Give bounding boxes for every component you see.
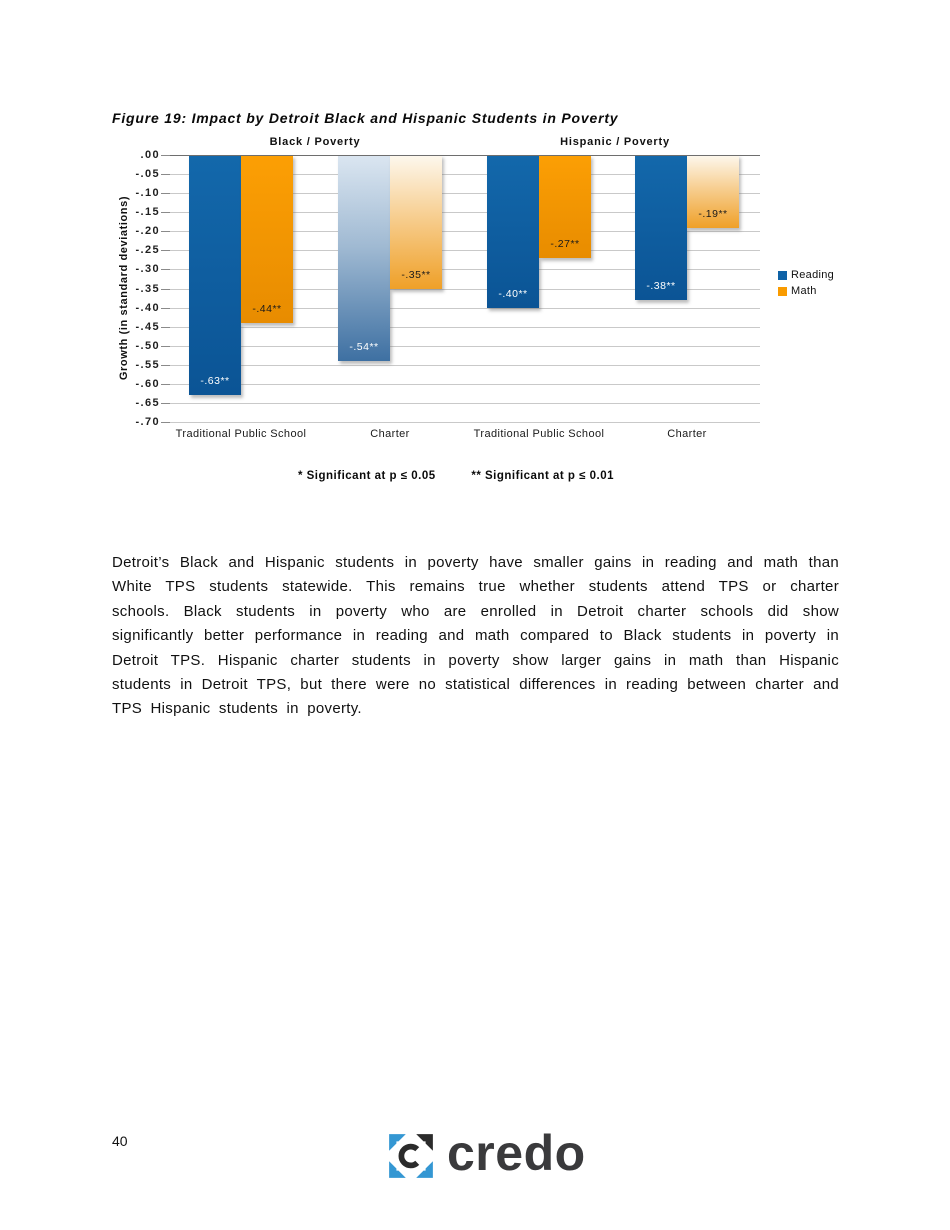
y-tick-mark [161,288,170,290]
legend-item-math: Math [778,285,834,297]
bar-reading-2: -.40** [487,155,539,308]
bar-math-2: -.27** [539,155,591,258]
body-paragraph: Detroit’s Black and Hispanic students in… [112,554,839,718]
plot-area: -.63** -.54** -.40** -.38** -.44** -.35** -.27… [161,155,760,423]
y-tick-mark [161,307,170,309]
gridline [170,326,760,328]
gridline [170,383,760,385]
gridline [170,174,760,176]
bar-value-label: -.27** [550,238,580,250]
legend-item-reading: Reading [778,269,834,281]
bar-value-label: -.54** [349,341,379,353]
gridline [170,345,760,347]
bar-value-label: -.38** [646,279,676,292]
y-tick-label: -.55 [135,358,160,371]
y-tick-mark [161,269,170,271]
bar-reading-0: -.63** [189,155,241,396]
bar-value-label: -.63** [200,375,230,388]
y-tick-label: -.60 [135,377,160,390]
y-tick-mark [161,345,170,347]
reading-swatch-icon [778,270,787,280]
credo-logo: credo [386,1125,586,1182]
y-tick-mark [161,193,170,195]
math-swatch-icon [778,286,787,296]
bar-value-label: -.19** [698,207,728,220]
y-tick-mark [161,174,170,176]
y-tick-mark [161,231,170,233]
gridline [170,364,760,366]
gridline [170,155,760,156]
y-tick-label: -.35 [135,282,160,295]
y-tick-label: .00 [140,149,160,161]
bar-math-1: -.35** [390,155,442,289]
y-tick-mark [161,212,170,214]
y-tick-mark [161,326,170,328]
group-header-hispanic-poverty: Hispanic / Poverty [560,136,670,148]
credo-brackets-icon [389,1134,433,1178]
significance-footnote: * Significant at p ≤ 0.05 ** Significant… [0,470,912,482]
gridline [170,402,760,404]
credo-logo-text: credo [447,1125,586,1181]
y-tick-label: -.05 [135,168,160,181]
y-tick-mark [161,402,170,404]
legend: Reading Math [778,269,834,301]
gridline [170,250,760,252]
gridline [170,422,760,423]
bar-value-label: -.44** [252,302,282,315]
y-tick-label: -.10 [135,187,160,200]
y-tick-mark [161,422,170,423]
bar-value-label: -.35** [401,268,431,281]
y-tick-label: -.15 [135,206,160,219]
y-tick-mark [161,155,170,156]
gridline [170,269,760,271]
bar-math-3: -.19** [687,155,739,228]
y-tick-label: -.70 [135,416,160,428]
gridline [170,231,760,233]
group-header-black-poverty: Black / Poverty [269,136,361,148]
category-label-charter-hispanic: Charter [667,428,707,440]
bar-value-label: -.40** [498,287,528,300]
gridline [170,212,760,214]
category-label-tps-hispanic: Traditional Public School [473,428,605,440]
category-label-charter-black: Charter [370,428,410,440]
significance-p01: ** Significant at p ≤ 0.01 [471,470,615,482]
category-label-tps-black: Traditional Public School [175,428,307,440]
gridline [170,307,760,309]
y-tick-label: -.50 [135,339,160,352]
gridline [170,288,760,290]
figure-title: Figure 19: Impact by Detroit Black and H… [112,110,619,126]
y-tick-label: -.65 [135,396,160,409]
gridline [170,193,760,195]
y-tick-label: -.30 [135,263,160,276]
y-tick-label: -.25 [135,244,160,257]
y-tick-mark [161,383,170,385]
y-tick-label: -.20 [135,225,160,238]
y-tick-mark [161,250,170,252]
bar-reading-1: -.54** [338,155,390,361]
legend-label-reading: Reading [791,269,835,281]
bar-math-0: -.44** [241,155,293,323]
bar-reading-3: -.38** [635,155,687,300]
y-tick-label: -.45 [135,320,160,333]
page-number: 40 [112,1133,128,1149]
y-tick-mark [161,364,170,366]
y-axis-tick-labels: .00 -.05 -.10 -.15 -.20 -.25 -.30 -.35 -.40 -.45 -… [104,149,160,428]
y-tick-label: -.40 [135,301,160,314]
legend-label-math: Math [791,285,817,297]
significance-p05: * Significant at p ≤ 0.05 [297,470,436,482]
